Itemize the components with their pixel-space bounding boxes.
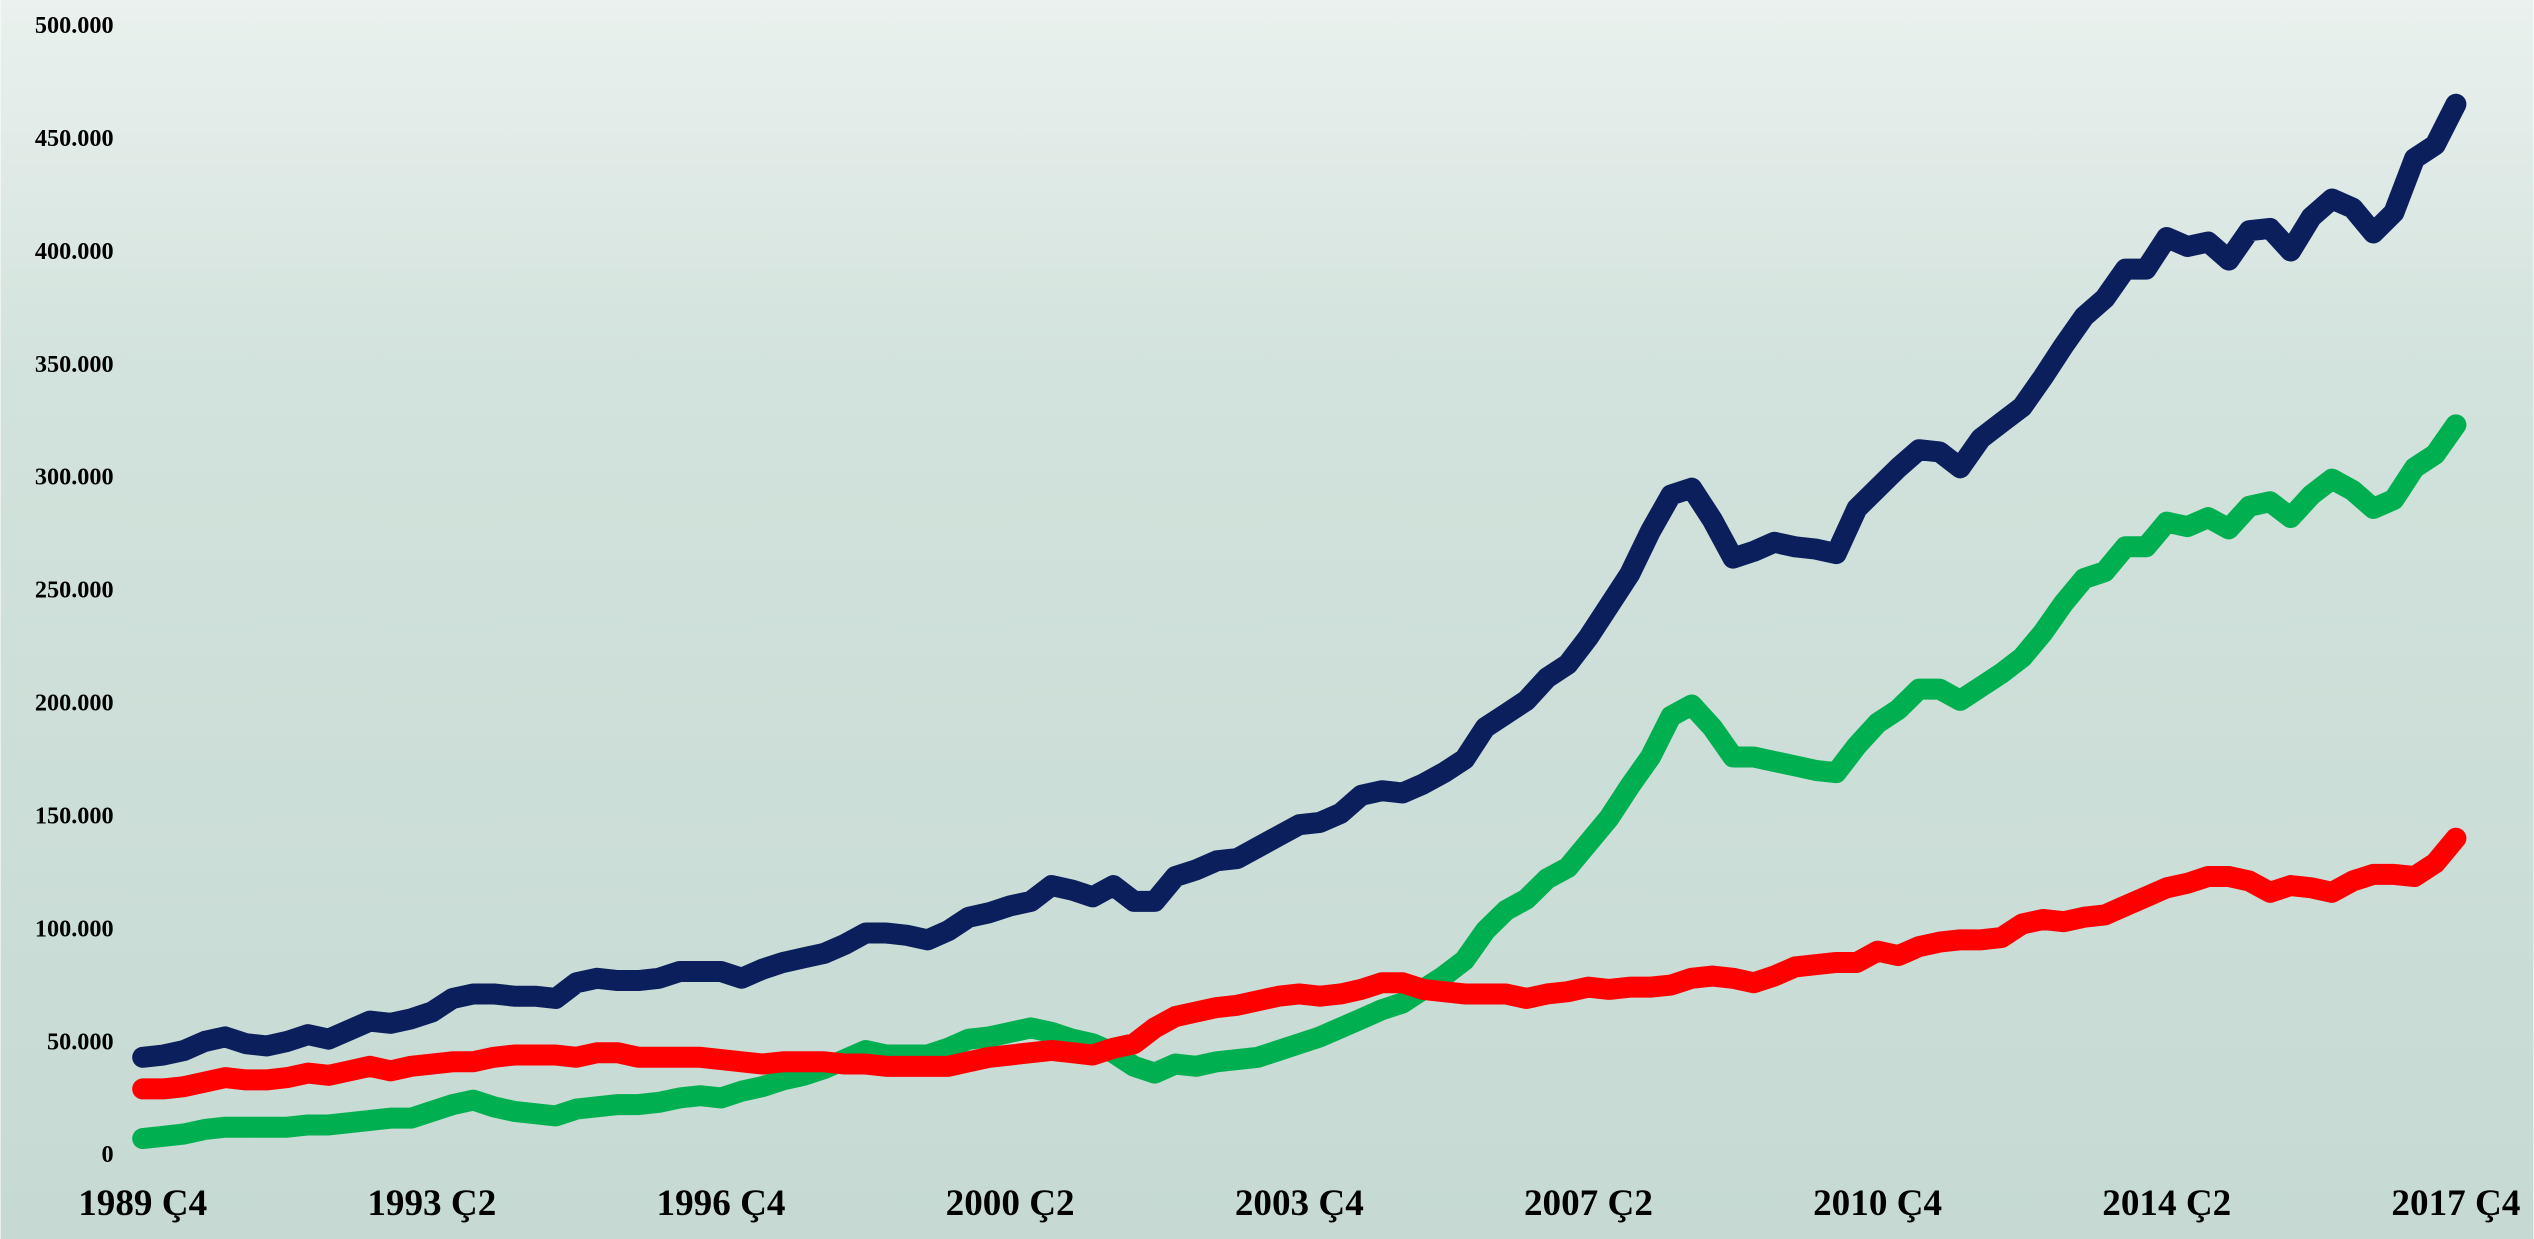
y-tick-label: 500.000 — [35, 12, 114, 39]
x-tick-label: 2017 Ç4 — [2391, 1183, 2520, 1224]
x-tick-label: 2014 Ç2 — [2102, 1183, 2231, 1224]
x-tick-label: 1996 Ç4 — [657, 1183, 786, 1224]
series-line — [132, 827, 2467, 1100]
x-tick-label: 2000 Ç2 — [946, 1183, 1075, 1224]
y-tick-label: 200.000 — [35, 690, 114, 717]
y-tick-label: 400.000 — [35, 238, 114, 265]
y-tick-label: 150.000 — [35, 802, 114, 829]
series-line — [132, 93, 2467, 1068]
x-tick-label: 2010 Ç4 — [1813, 1183, 1942, 1224]
y-tick-label: 250.000 — [35, 577, 114, 604]
y-tick-label: 0 — [102, 1141, 114, 1168]
y-tick-label: 300.000 — [35, 464, 114, 491]
y-tick-label: 50.000 — [47, 1028, 114, 1055]
x-tick-label: 1993 Ç2 — [367, 1183, 496, 1224]
y-tick-label: 350.000 — [35, 351, 114, 378]
y-tick-label: 450.000 — [35, 125, 114, 152]
x-tick-label: 2003 Ç4 — [1235, 1183, 1364, 1224]
x-tick-label: 1989 Ç4 — [78, 1183, 207, 1224]
x-tick-label: 2007 Ç2 — [1524, 1183, 1653, 1224]
series-line — [132, 414, 2467, 1150]
y-tick-label: 100.000 — [35, 915, 114, 942]
